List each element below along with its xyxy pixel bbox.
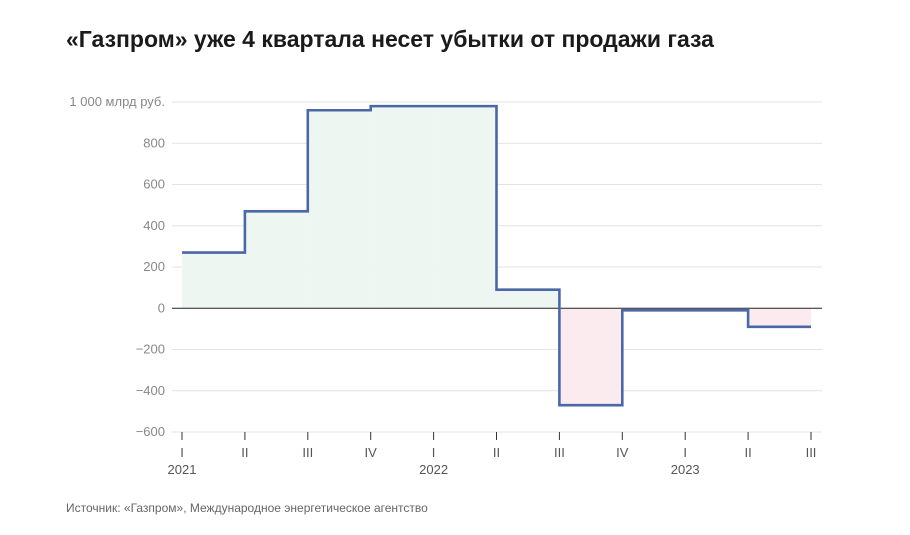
y-tick-label: 600 [143, 177, 165, 192]
series-line [182, 104, 811, 407]
x-tick-label: I [432, 445, 436, 460]
y-tick-label: 200 [143, 259, 165, 274]
x-tick-label: III [554, 445, 565, 460]
x-tick-label: IV [365, 445, 378, 460]
area-segment [307, 110, 371, 309]
x-year-label: 2023 [671, 462, 700, 477]
y-tick-label: −200 [136, 342, 165, 357]
x-year-label: 2021 [168, 462, 197, 477]
x-tick-label: III [302, 445, 313, 460]
x-tick-label: I [683, 445, 687, 460]
area-segment [370, 106, 434, 309]
y-axis: 1 000 млрд руб. 800 600 400 200 0 −200 −400 −600 [69, 94, 165, 439]
x-tick-label: II [493, 445, 500, 460]
area-segment [433, 106, 497, 309]
x-tick-label: II [241, 445, 248, 460]
x-year-label: 2022 [419, 462, 448, 477]
y-tick-label: −600 [136, 424, 165, 439]
x-tick-label: IV [616, 445, 629, 460]
x-tick-label: III [806, 445, 817, 460]
area-segment [748, 308, 811, 327]
area-fills [182, 106, 811, 406]
y-tick-label: 800 [143, 135, 165, 150]
area-segment [182, 252, 245, 309]
y-tick-label: 1 000 млрд руб. [69, 94, 165, 109]
source-note: Источник: «Газпром», Международное энерг… [66, 501, 428, 515]
x-tick-label: II [744, 445, 751, 460]
area-segment [496, 289, 560, 309]
area-segment [559, 308, 623, 406]
chart-title: «Газпром» уже 4 квартала несет убытки от… [66, 26, 714, 52]
area-segment [244, 211, 308, 309]
y-tick-label: 400 [143, 218, 165, 233]
series-step-line [182, 104, 811, 407]
y-tick-label: 0 [158, 300, 165, 315]
y-tick-label: −400 [136, 383, 165, 398]
x-tick-label: I [180, 445, 184, 460]
